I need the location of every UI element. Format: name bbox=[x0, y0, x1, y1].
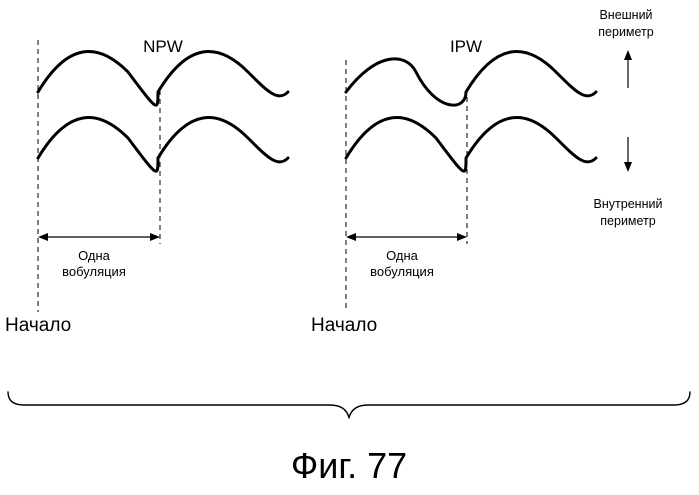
ipw-start-label: Начало bbox=[311, 315, 377, 336]
ipw-title: IPW bbox=[450, 37, 482, 56]
outer-arrow-head bbox=[624, 50, 632, 60]
outer-perimeter-label-line2: периметр bbox=[598, 25, 654, 39]
ipw-wobble-label-line1: Одна bbox=[386, 248, 419, 263]
inner-perimeter-label-line2: периметр bbox=[600, 214, 656, 228]
npw-wobble-arrow-left bbox=[38, 233, 48, 241]
inner-arrow-head bbox=[624, 162, 632, 172]
ipw-wobble-arrow-left bbox=[346, 233, 356, 241]
grouping-brace bbox=[8, 392, 690, 418]
npw-title: NPW bbox=[143, 37, 183, 56]
ipw-panel: IPW Одна вобуляция Начало bbox=[311, 37, 596, 336]
ipw-outer-wave bbox=[346, 52, 596, 106]
npw-panel: NPW Одна вобуляция Начало bbox=[5, 37, 288, 336]
ipw-inner-wave bbox=[346, 118, 596, 172]
direction-indicators: Внешний периметр Внутренний периметр bbox=[594, 8, 663, 228]
figure-caption: Фиг. 77 bbox=[291, 445, 407, 486]
npw-wobble-label-line1: Одна bbox=[78, 248, 111, 263]
outer-perimeter-label-line1: Внешний bbox=[599, 8, 652, 22]
npw-start-label: Начало bbox=[5, 315, 71, 336]
npw-inner-wave bbox=[38, 118, 288, 172]
npw-wobble-arrow-right bbox=[150, 233, 160, 241]
ipw-wobble-arrow-right bbox=[457, 233, 467, 241]
npw-outer-wave bbox=[38, 52, 288, 106]
inner-perimeter-label-line1: Внутренний bbox=[594, 197, 663, 211]
npw-wobble-label-line2: вобуляция bbox=[62, 264, 126, 279]
ipw-wobble-label-line2: вобуляция bbox=[370, 264, 434, 279]
